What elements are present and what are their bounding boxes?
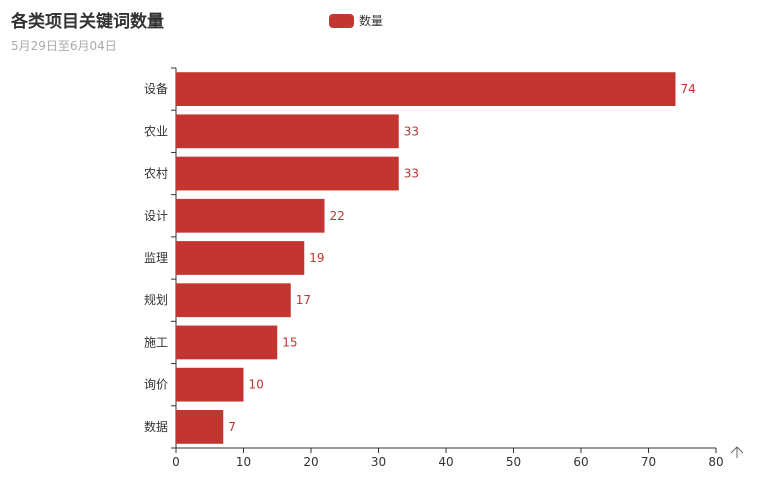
legend[interactable]: 数量 [329, 12, 383, 29]
bar-value-label: 33 [404, 167, 419, 181]
bar[interactable] [176, 325, 278, 360]
bar-value-label: 10 [249, 378, 264, 392]
labels-layer: 74 33 33 22 19 17 15 10 7 [228, 82, 696, 434]
y-category-label: 监理 [144, 251, 168, 265]
x-tick-label: 40 [438, 455, 453, 469]
bar[interactable] [176, 114, 399, 149]
y-category-label: 设计 [144, 209, 168, 223]
y-category-label: 数据 [144, 419, 168, 434]
bar[interactable] [176, 72, 676, 106]
y-category-label: 农业 [144, 124, 168, 138]
x-tick-label: 80 [708, 455, 723, 469]
bar-value-label: 33 [404, 124, 419, 138]
x-tick-label: 0 [172, 455, 180, 469]
bar-value-label: 7 [228, 420, 236, 434]
chart-subtitle: 5月29日至6月04日 [11, 39, 117, 53]
legend-swatch [329, 13, 354, 28]
y-category-label: 施工 [144, 335, 168, 349]
bar[interactable] [176, 241, 305, 275]
bar[interactable] [176, 367, 244, 402]
bar[interactable] [176, 283, 291, 318]
x-tick-label: 60 [573, 455, 588, 469]
y-category-label: 询价 [144, 378, 168, 392]
x-tick-label: 50 [506, 455, 521, 469]
bar-value-label: 15 [282, 335, 297, 349]
bar-value-label: 19 [309, 251, 324, 265]
chart-title: 各类项目关键词数量 [11, 12, 164, 32]
legend-label: 数量 [359, 14, 384, 28]
bar[interactable] [176, 198, 325, 233]
x-tick-label: 30 [371, 455, 386, 469]
bar[interactable] [176, 410, 224, 444]
back-to-top-icon[interactable] [730, 446, 744, 458]
bar-value-label: 74 [681, 82, 696, 96]
x-tick-label: 20 [303, 455, 318, 469]
x-tick-label: 70 [641, 455, 656, 469]
y-category-label: 设备 [144, 82, 168, 96]
bar-value-label: 17 [296, 293, 311, 307]
bars-layer [176, 72, 676, 444]
bar-value-label: 22 [330, 209, 345, 223]
y-category-label: 规划 [144, 292, 168, 307]
y-category-label: 农村 [144, 167, 168, 181]
bar[interactable] [176, 156, 399, 191]
x-tick-label: 10 [236, 455, 251, 469]
